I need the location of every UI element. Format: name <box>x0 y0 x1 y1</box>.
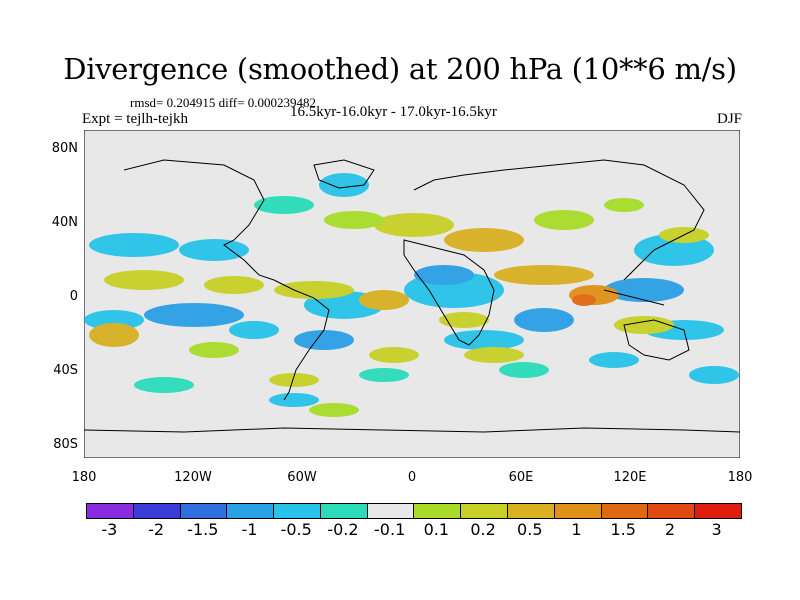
colorbar-swatch <box>648 504 696 518</box>
x-tick-label: 60E <box>508 470 534 485</box>
x-tick-label: 120E <box>613 470 647 485</box>
y-tick-label: 40S <box>53 363 78 378</box>
colorbar-label: -2 <box>148 520 165 539</box>
x-tick-label: 60W <box>287 470 317 485</box>
colorbar-label: 1 <box>571 520 582 539</box>
colorbar-swatch <box>274 504 321 518</box>
plot-title: Divergence (smoothed) at 200 hPa (10**6 … <box>63 52 737 86</box>
colorbar-swatch <box>554 504 602 518</box>
x-tick-label: 120W <box>174 470 212 485</box>
y-tick-label: 40N <box>51 215 78 230</box>
colorbar <box>86 503 742 519</box>
colorbar-label: 2 <box>664 520 676 539</box>
x-tick-label: 180 <box>71 470 97 485</box>
x-tick-label: 180 <box>727 470 753 485</box>
y-tick-label: 80S <box>53 437 78 452</box>
period-label: 16.5kyr-16.0kyr - 17.0kyr-16.5kyr <box>290 104 497 120</box>
colorbar-label: -3 <box>101 520 118 539</box>
divergence-field <box>84 173 739 417</box>
colorbar-swatch <box>320 504 368 518</box>
y-tick-label: 0 <box>69 289 78 304</box>
colorbar-label: 0.1 <box>423 520 450 539</box>
colorbar-swatch <box>461 504 509 518</box>
colorbar-label: -0.1 <box>374 520 406 539</box>
colorbar-label: 3 <box>711 520 722 539</box>
season-label: DJF <box>716 111 742 127</box>
x-tick-label: 0 <box>407 470 417 485</box>
colorbar-swatch <box>133 504 181 518</box>
colorbar-label: -1.5 <box>187 520 219 539</box>
colorbar-label: -0.2 <box>327 520 359 539</box>
map-svg <box>83 129 741 459</box>
colorbar-swatch <box>180 504 228 518</box>
colorbar-swatch <box>695 504 741 518</box>
colorbar-label: 0.2 <box>470 520 496 539</box>
colorbar-label: -1 <box>241 520 258 539</box>
colorbar-swatch <box>87 504 134 518</box>
colorbar-swatch <box>508 504 555 518</box>
colorbar-swatch <box>414 504 462 518</box>
map-panel <box>83 129 741 459</box>
y-tick-label: 80N <box>51 141 78 156</box>
colorbar-swatch <box>227 504 275 518</box>
colorbar-swatch <box>367 504 415 518</box>
experiment-label: Expt = tejlh-tejkh <box>82 111 188 127</box>
colorbar-label: 0.5 <box>517 520 543 539</box>
colorbar-label: 1.5 <box>610 520 636 539</box>
colorbar-swatch <box>601 504 649 518</box>
stats-text: rmsd= 0.204915 diff= 0.000239482 <box>130 95 316 110</box>
colorbar-label: -0.5 <box>280 520 312 539</box>
coastlines <box>83 159 741 433</box>
